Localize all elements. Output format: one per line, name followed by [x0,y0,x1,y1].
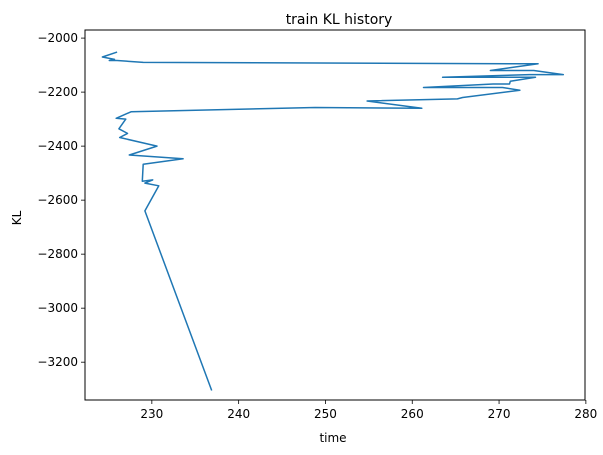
x-tick-label: 280 [574,407,597,421]
x-tick-label: 270 [488,407,511,421]
x-tick-label: 250 [314,407,337,421]
y-tick-label: −3000 [37,301,78,315]
y-tick-label: −2800 [37,247,78,261]
axes-frame [84,29,586,401]
y-axis-ticks: −2000 −2200 −2400 −2600 −2800 −3000 −3200 [37,31,85,369]
plot-area [84,29,586,401]
x-axis-label: time [319,431,346,445]
y-tick-label: −2200 [37,85,78,99]
y-tick-label: −2400 [37,139,78,153]
x-tick-label: 240 [227,407,250,421]
x-tick-label: 230 [140,407,163,421]
x-axis-ticks: 230 240 250 260 270 280 [140,400,597,421]
x-tick-label: 260 [401,407,424,421]
y-tick-label: −2600 [37,193,78,207]
y-axis-label: KL [10,210,24,225]
y-tick-label: −3200 [37,355,78,369]
kl-history-line [101,51,565,391]
chart-title: train KL history [286,12,393,28]
y-tick-label: −2000 [37,31,78,45]
series-layer [101,51,565,391]
